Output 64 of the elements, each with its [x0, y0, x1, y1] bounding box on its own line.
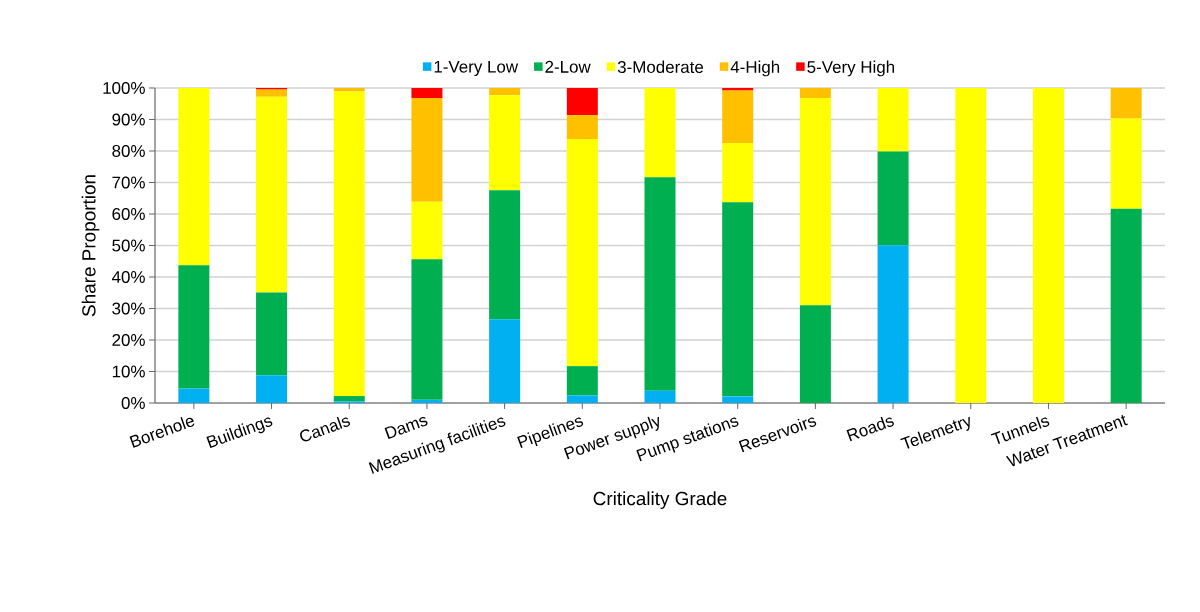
bar — [722, 90, 754, 144]
bar — [178, 265, 210, 389]
bar — [877, 151, 909, 246]
bar — [1110, 208, 1142, 403]
y-tick-label: 100% — [103, 81, 145, 94]
bar — [799, 87, 831, 99]
bar — [256, 375, 288, 403]
y-tick-label: 90% — [112, 113, 145, 126]
legend-label: 5-Very High — [807, 60, 895, 77]
bar — [644, 87, 676, 178]
bar — [566, 366, 598, 396]
legend-label: 4-High — [730, 60, 780, 77]
bar — [566, 395, 598, 403]
bar — [799, 98, 831, 306]
x-tick-label: Dams — [384, 416, 428, 440]
bar — [722, 87, 754, 91]
x-tick-label: Tunnels — [990, 416, 1050, 444]
y-tick-label: 70% — [112, 176, 145, 189]
y-tick-label: 40% — [111, 270, 145, 283]
bar — [722, 396, 754, 403]
bar — [178, 87, 210, 266]
bar — [644, 390, 676, 403]
legend-label: 2-Low — [545, 60, 591, 73]
bar — [411, 201, 443, 260]
legend-label: 3-Moderate — [617, 60, 704, 74]
bar — [178, 388, 210, 403]
bar — [489, 190, 521, 320]
y-tick-label: 60% — [112, 207, 145, 220]
y-tick-label: 30% — [112, 302, 145, 315]
bar — [877, 87, 909, 152]
bar — [411, 98, 443, 202]
y-tick-label: 10% — [112, 365, 145, 378]
bar — [566, 139, 598, 367]
y-axis-title: Share Proportion — [81, 175, 100, 317]
bar — [566, 115, 598, 140]
bar — [1110, 118, 1142, 209]
x-tick-label: Roads — [846, 416, 894, 442]
bar — [489, 319, 521, 403]
bar — [489, 87, 521, 96]
y-tick-label: 20% — [112, 333, 145, 346]
bar — [799, 305, 831, 403]
legend-label: 1-Very Low — [434, 60, 519, 77]
bar — [489, 95, 521, 191]
bar — [411, 87, 443, 99]
bar — [1032, 87, 1064, 403]
bar — [256, 292, 288, 376]
bar — [256, 89, 288, 97]
bar — [722, 143, 754, 203]
y-tick-label: 80% — [112, 144, 145, 157]
x-tick-label: Canals — [300, 416, 351, 442]
bar — [955, 87, 987, 403]
bar — [644, 177, 676, 391]
bar — [411, 259, 443, 400]
y-tick-label: 0% — [121, 396, 145, 409]
bar — [333, 396, 365, 402]
bar — [411, 399, 443, 403]
bar — [722, 202, 754, 397]
bar — [256, 96, 288, 293]
bar — [1110, 87, 1142, 119]
y-tick-label: 50% — [112, 239, 145, 252]
bar — [333, 91, 365, 397]
bar — [877, 245, 909, 403]
x-axis-title: Criticality Grade — [593, 491, 727, 510]
bar — [566, 87, 598, 116]
